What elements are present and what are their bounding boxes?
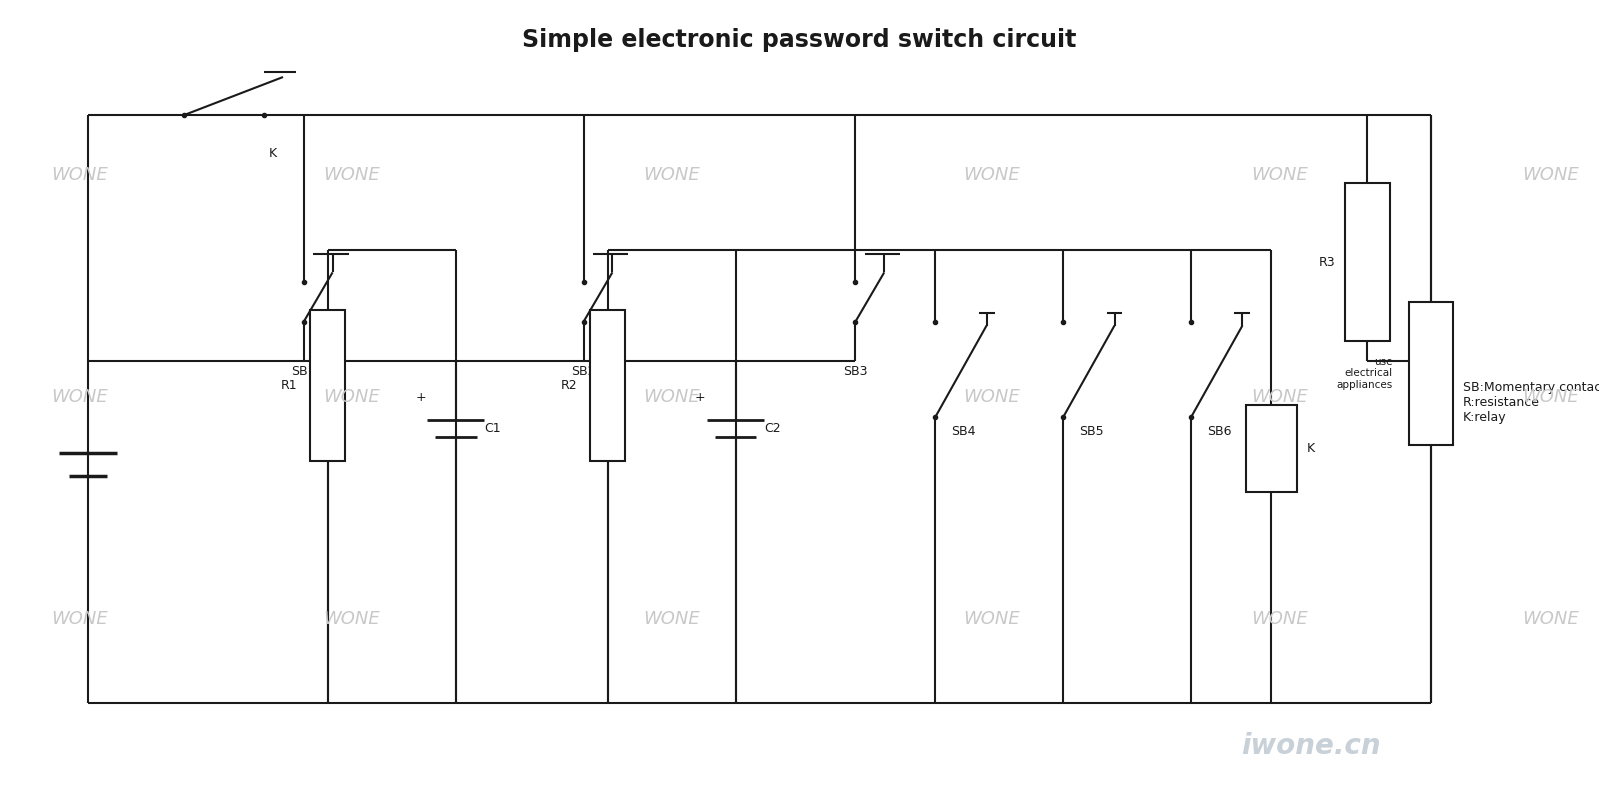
Text: WONE: WONE bbox=[963, 611, 1020, 628]
Text: SB6: SB6 bbox=[1207, 425, 1231, 437]
Text: R3: R3 bbox=[1319, 256, 1335, 268]
Text: WONE: WONE bbox=[1250, 166, 1308, 183]
Text: SB2: SB2 bbox=[571, 365, 596, 378]
Bar bbox=[1246, 405, 1297, 492]
Text: WONE: WONE bbox=[643, 611, 700, 628]
Text: use
electrical
appliances: use electrical appliances bbox=[1337, 357, 1393, 390]
Text: WONE: WONE bbox=[1522, 611, 1580, 628]
Text: WONE: WONE bbox=[643, 388, 700, 406]
Text: +: + bbox=[696, 391, 705, 404]
Text: R2: R2 bbox=[561, 379, 577, 391]
Text: Simple electronic password switch circuit: Simple electronic password switch circui… bbox=[523, 28, 1076, 52]
Bar bbox=[310, 310, 345, 461]
Text: WONE: WONE bbox=[1250, 388, 1308, 406]
Text: iwone.cn: iwone.cn bbox=[1241, 732, 1382, 761]
Text: R1: R1 bbox=[281, 379, 297, 391]
Text: K: K bbox=[269, 147, 277, 160]
Text: WONE: WONE bbox=[963, 166, 1020, 183]
Text: WONE: WONE bbox=[323, 166, 381, 183]
Bar bbox=[590, 310, 625, 461]
Text: SB:Momentary contact
R:resistance
K:relay: SB:Momentary contact R:resistance K:rela… bbox=[1463, 381, 1599, 424]
Text: C2: C2 bbox=[764, 422, 780, 435]
Text: WONE: WONE bbox=[51, 388, 109, 406]
Text: K: K bbox=[1306, 442, 1314, 455]
Text: SB4: SB4 bbox=[951, 425, 975, 437]
Text: WONE: WONE bbox=[1250, 611, 1308, 628]
Text: SB1: SB1 bbox=[291, 365, 317, 378]
Text: WONE: WONE bbox=[323, 388, 381, 406]
Text: SB3: SB3 bbox=[843, 365, 868, 378]
Bar bbox=[1345, 183, 1390, 341]
Text: C1: C1 bbox=[484, 422, 500, 435]
Text: WONE: WONE bbox=[1522, 166, 1580, 183]
Text: +: + bbox=[416, 391, 425, 404]
Bar bbox=[1409, 302, 1453, 445]
Text: SB5: SB5 bbox=[1079, 425, 1103, 437]
Text: WONE: WONE bbox=[323, 611, 381, 628]
Text: WONE: WONE bbox=[643, 166, 700, 183]
Text: WONE: WONE bbox=[1522, 388, 1580, 406]
Text: WONE: WONE bbox=[51, 166, 109, 183]
Text: WONE: WONE bbox=[51, 611, 109, 628]
Text: WONE: WONE bbox=[963, 388, 1020, 406]
